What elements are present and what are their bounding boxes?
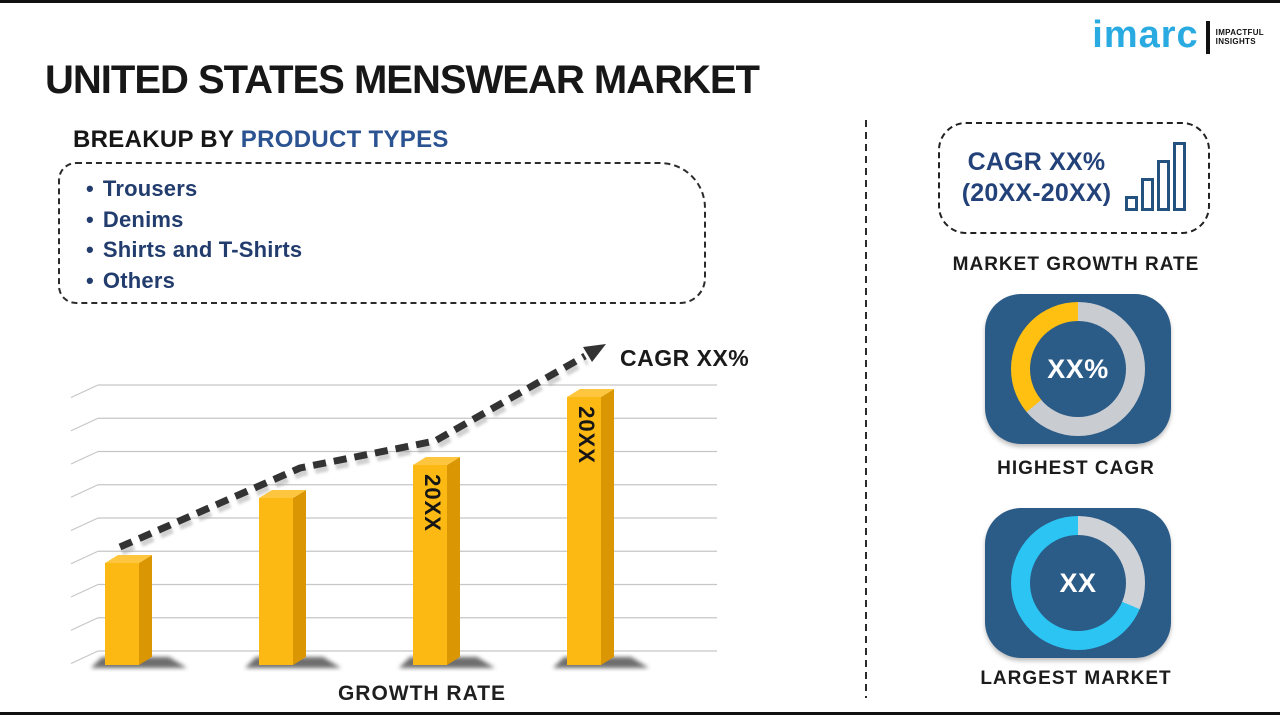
highest-cagr-donut-hole: XX% [1030,321,1126,417]
trend-arrowhead [583,344,606,362]
bottom-border-line [0,712,1280,715]
page-title: UNITED STATES MENSWEAR MARKET [45,58,760,102]
logo-divider-bar [1205,20,1210,54]
x-axis-label: GROWTH RATE [338,682,506,705]
logo-tagline: IMPACTFUL INSIGHTS [1215,27,1264,47]
breakup-heading-accent: PRODUCT TYPES [240,126,449,153]
product-type-item: Others [86,266,704,297]
trend-line-shadow [120,357,589,556]
largest-market-donut: XX [1011,516,1145,650]
product-type-item: Denims [86,205,704,236]
largest-market-donut-hole: XX [1030,535,1126,631]
top-border-line [0,0,1280,3]
highest-cagr-value: XX% [1047,353,1109,384]
product-types-box: Trousers Denims Shirts and T-Shirts Othe… [58,162,706,304]
trend-label: CAGR XX% [620,345,749,371]
bar-year-label: 20XX [420,474,445,532]
vertical-divider [865,120,867,698]
cagr-box-line2: (20XX-20XX) [961,179,1112,207]
chart-bars: 20XX 20XX [91,389,649,668]
growth-rate-chart: 20XX 20XX CAGR XX% GROWTH RATE [70,344,749,705]
highest-cagr-card: XX% [985,294,1171,444]
largest-market-value: XX [1059,567,1097,598]
highest-cagr-label: HIGHEST CAGR [997,458,1155,479]
breakup-heading: BREAKUP BY PRODUCT TYPES [73,126,449,154]
product-type-item: Shirts and T-Shirts [86,235,704,266]
bar-chart-icon [1125,141,1187,215]
highest-cagr-donut: XX% [1011,302,1145,436]
cagr-box-line1: CAGR XX% [967,148,1106,176]
product-type-item: Trousers [86,174,704,205]
product-types-list: Trousers Denims Shirts and T-Shirts Othe… [86,174,704,296]
market-growth-rate-label: MARKET GROWTH RATE [952,254,1200,275]
imarc-logo: imarc IMPACTFUL INSIGHTS [1092,16,1264,54]
breakup-heading-prefix: BREAKUP BY [73,126,234,153]
cagr-box-text: CAGR XX% (20XX-20XX) [962,147,1112,209]
largest-market-label: LARGEST MARKET [980,668,1172,689]
bar-year-label: 20XX [574,406,599,464]
trend-line [118,352,587,551]
imarc-logo-text: imarc [1092,14,1199,56]
largest-market-card: XX [985,508,1171,658]
market-growth-rate-box: CAGR XX% (20XX-20XX) [938,122,1210,234]
